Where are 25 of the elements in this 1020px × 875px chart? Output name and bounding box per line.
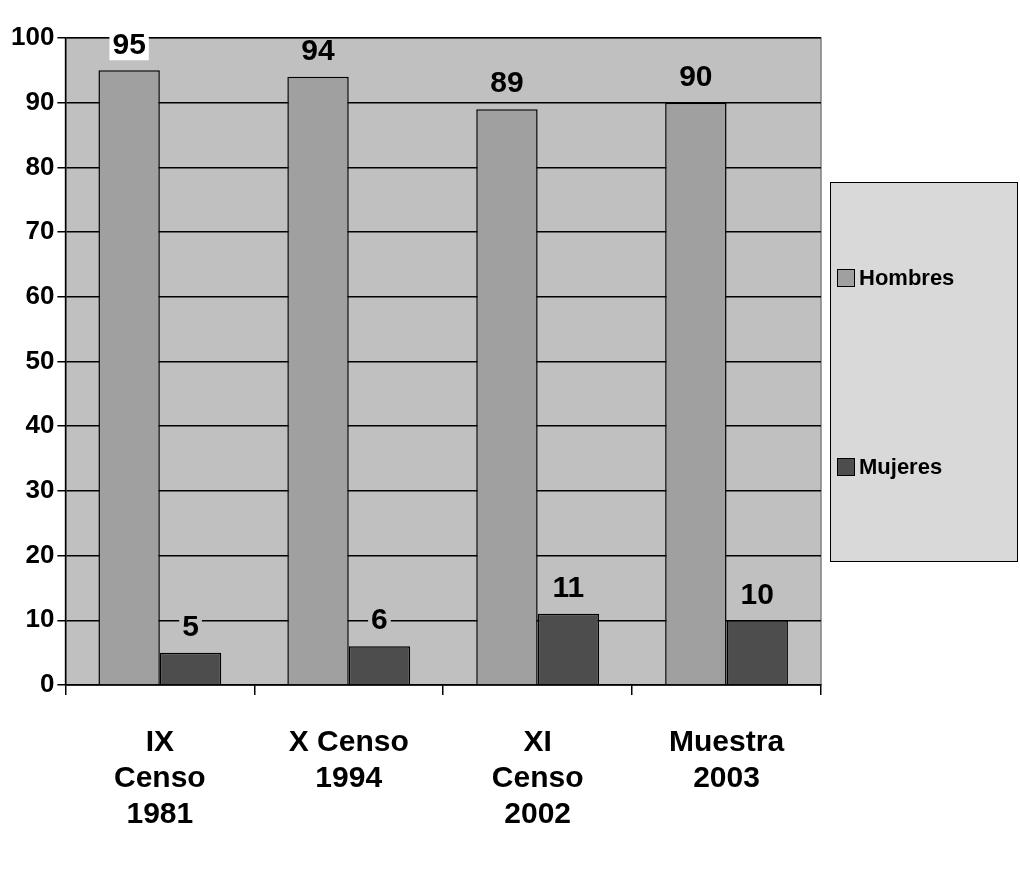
data-label: 90	[679, 58, 713, 92]
data-label: 6	[371, 602, 388, 636]
x-tick-label: X Censo 1994	[288, 724, 409, 794]
x-tick-label: XI Censo 2002	[491, 724, 584, 830]
y-tick-label: 10	[25, 603, 55, 634]
data-label: 11	[552, 570, 585, 604]
y-tick-label: 100	[10, 21, 55, 52]
y-tick-label: 90	[25, 85, 55, 116]
data-label: 10	[740, 576, 774, 610]
data-label: 89	[490, 65, 524, 99]
y-tick-label: 60	[25, 279, 55, 310]
data-label: 94	[301, 33, 336, 67]
y-tick-label: 30	[25, 474, 55, 505]
data-label: 95	[112, 26, 146, 60]
x-tick-label: IX Censo 1981	[113, 724, 206, 830]
y-tick-label: 40	[25, 409, 55, 440]
y-tick-label: 0	[39, 668, 55, 699]
legend-label: Hombres	[859, 264, 955, 291]
y-tick-label: 20	[25, 538, 55, 569]
legend-label: Mujeres	[859, 453, 943, 480]
x-tick-label: Muestra 2003	[669, 724, 785, 794]
y-tick-label: 50	[25, 344, 55, 375]
data-label: 5	[182, 608, 199, 642]
y-tick-label: 70	[25, 215, 55, 246]
y-tick-label: 80	[25, 150, 55, 181]
